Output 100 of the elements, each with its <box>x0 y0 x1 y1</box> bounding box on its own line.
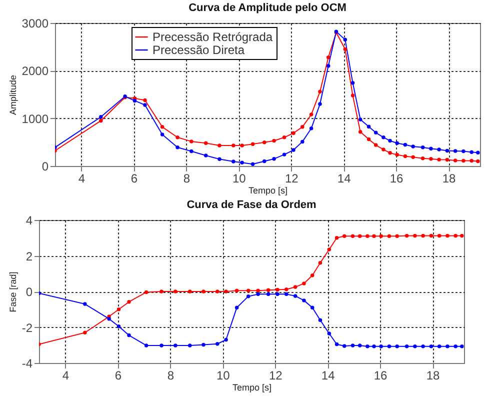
point <box>453 158 458 162</box>
point <box>302 298 306 302</box>
point <box>342 344 346 348</box>
point <box>374 130 378 134</box>
x-tick-label: 18 <box>426 368 440 382</box>
point <box>421 234 425 238</box>
point <box>445 148 450 153</box>
point <box>300 125 304 129</box>
point <box>160 344 164 348</box>
point <box>127 333 131 338</box>
y-tick-label: 2 <box>26 249 33 264</box>
point <box>460 234 464 238</box>
x-tick-label: 8 <box>183 172 190 186</box>
point <box>404 234 409 238</box>
point <box>366 124 371 129</box>
point <box>374 143 378 147</box>
point <box>234 306 239 310</box>
point <box>292 131 296 135</box>
x-tick-label: 16 <box>390 172 404 186</box>
x-tick-label: 8 <box>167 368 174 382</box>
chart-title: Curva de Amplitude pelo OCM <box>188 2 346 14</box>
point <box>382 148 386 152</box>
point <box>143 98 147 102</box>
point <box>462 158 466 163</box>
point <box>216 342 220 346</box>
point <box>256 292 260 296</box>
point <box>453 149 458 153</box>
point <box>266 292 270 296</box>
chart-title: Curva de Fase da Ordem <box>186 199 317 211</box>
x-tick-label: 10 <box>216 368 230 382</box>
point <box>366 137 371 142</box>
y-tick-label: 3000 <box>22 16 49 30</box>
point <box>127 300 131 304</box>
point <box>462 149 466 154</box>
point <box>358 130 362 134</box>
x-axis-title: Tempo [s] <box>232 382 272 392</box>
point <box>446 344 450 348</box>
x-tick-label: 14 <box>321 368 336 382</box>
x-tick-label: 16 <box>374 368 388 382</box>
y-axis-title: Amplitude <box>8 74 18 116</box>
x-tick-label: 10 <box>232 172 246 186</box>
point <box>395 234 399 238</box>
point <box>300 140 304 144</box>
point <box>343 47 348 52</box>
point <box>216 290 220 294</box>
point <box>350 80 355 85</box>
point <box>372 234 376 238</box>
point <box>188 290 192 294</box>
point <box>272 138 276 143</box>
point <box>437 234 442 238</box>
point <box>204 154 208 158</box>
x-tick-label: 12 <box>284 172 299 186</box>
point <box>318 102 322 106</box>
point <box>116 324 121 328</box>
point <box>420 146 425 150</box>
point <box>83 330 87 334</box>
y-tick-label: 0 <box>42 160 49 174</box>
point <box>318 318 322 322</box>
point <box>284 287 288 292</box>
point <box>454 234 458 238</box>
point <box>232 160 236 164</box>
point <box>202 342 206 347</box>
point <box>250 142 255 146</box>
point <box>282 152 286 156</box>
point <box>334 236 339 240</box>
point <box>395 152 399 157</box>
point <box>234 288 239 292</box>
point <box>262 140 266 144</box>
point <box>372 344 376 348</box>
point <box>292 148 296 152</box>
point <box>218 157 222 161</box>
point <box>99 115 103 119</box>
point <box>327 248 332 252</box>
point <box>429 344 434 348</box>
point <box>176 136 180 140</box>
y-tick-label: 0 <box>26 285 33 299</box>
point <box>343 38 348 42</box>
point <box>388 151 392 155</box>
point <box>160 132 164 136</box>
y-tick-label: -2 <box>22 320 33 335</box>
x-tick-label: 4 <box>78 172 86 186</box>
point <box>266 288 270 292</box>
point <box>413 344 417 348</box>
point <box>382 136 386 140</box>
point <box>445 158 450 162</box>
point <box>224 338 228 342</box>
point <box>326 64 330 68</box>
point <box>318 90 322 94</box>
point <box>429 146 433 150</box>
point <box>143 103 147 107</box>
point <box>366 344 370 348</box>
point <box>334 342 339 346</box>
point <box>460 344 464 348</box>
point <box>256 288 260 292</box>
point <box>144 344 148 348</box>
point <box>318 261 322 265</box>
point <box>379 344 383 348</box>
point <box>190 149 194 154</box>
point <box>342 234 346 238</box>
point <box>160 125 164 129</box>
